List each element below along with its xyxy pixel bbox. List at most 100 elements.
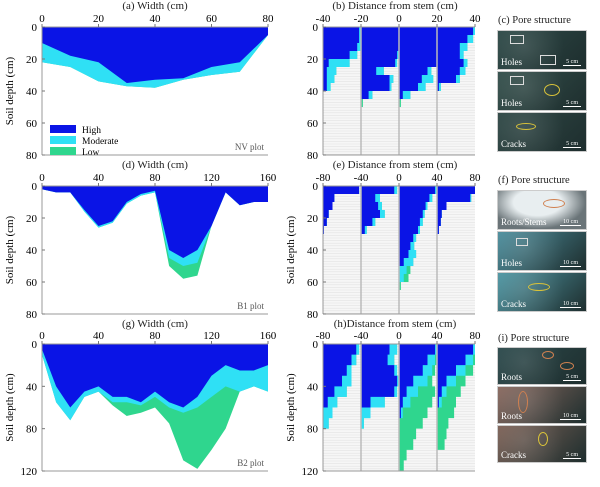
x-tick-label-d: 0 [39,172,45,184]
x-tick-label-h: 0 [396,330,402,342]
scale-bar: 10 cm [560,260,581,267]
pore-photo-f-1: Roots/Stems 10 cm [497,190,587,230]
profile-high-segment-2-b [361,27,399,107]
photo-label: Cracks [501,139,526,149]
x-tick-label-h: -80 [316,330,331,342]
panel-b-title: (b) Distance from stem (cm) [332,0,458,12]
highlight-ellipse [544,84,560,96]
photo-label: Roots/Stems [501,217,547,227]
photo-label: Roots [501,411,523,421]
x-tick-label-g: 40 [93,330,105,342]
x-tick-label-a: 20 [93,13,105,25]
scale-bar: 5 cm [563,374,581,381]
highlight-ellipse [516,123,536,130]
x-tick-label-e: -80 [316,172,331,184]
highlight-ellipse [518,391,528,413]
x-tick-label-a: 80 [263,13,275,25]
y-tick-label-e: 80 [307,309,319,321]
x-tick-label-d: 40 [93,172,105,184]
pore-photo-f-3: Cracks 10 cm [497,272,587,312]
photo-label: Holes [501,57,522,67]
y-tick-label-b: 40 [307,86,319,98]
y-tick-label-a: 40 [26,86,38,98]
y-tick-label-a: 80 [26,150,38,162]
profile-high-segment-3-b [399,27,437,107]
x-tick-label-h: -40 [354,330,369,342]
profile-high-segment-1-b [323,27,360,107]
legend-swatch-moderate [50,136,76,144]
profile-high-segment-1-e [323,186,360,290]
x-tick-label-b: -20 [354,13,369,25]
panel-d-title: (d) Width (cm) [122,159,188,171]
panel-e-title: (e) Distance from stem (cm) [332,159,458,171]
plot-annotation-g: B2 plot [237,458,264,468]
pore-photo-i-1: Roots 5 cm [497,347,587,385]
y-tick-label-b: 80 [307,150,319,162]
x-tick-label-a: 0 [39,13,45,25]
pore-photo-i-2: Roots 10 cm [497,386,587,424]
y-tick-label-h: 40 [307,381,319,393]
plot-annotation-a: NV plot [235,142,265,152]
profile-high-segment-4-b [437,27,474,107]
x-tick-label-b: -40 [316,13,331,25]
scale-bar: 10 cm [560,219,581,226]
x-tick-label-g: 80 [150,330,162,342]
pore-photo-c-2: Holes 5 cm [497,71,587,111]
panel-g-title: (g) Width (cm) [122,318,188,330]
heatmap-region-high-g [42,344,268,408]
y-tick-label-d: 40 [26,245,38,257]
x-tick-label-g: 0 [39,330,45,342]
plot-annotation-d: B1 plot [237,301,264,311]
y-tick-label-d: 80 [26,309,38,321]
x-tick-label-d: 160 [260,172,277,184]
y-tick-label-e: 0 [313,181,319,193]
y-tick-label-b: 0 [313,22,319,34]
scale-bar: 5 cm [563,452,581,459]
y-axis-label-e: Soil depth (cm) [285,215,297,284]
y-tick-label-e: 20 [307,213,319,225]
y-tick-label-g: 40 [26,381,38,393]
y-tick-label-h: 120 [302,466,319,478]
y-tick-label-g: 80 [26,424,38,436]
heatmap-region-high-a [42,27,268,83]
scale-bar: 5 cm [563,141,581,148]
x-tick-label-g: 120 [203,330,220,342]
profile-high-segment-3-h [399,344,436,471]
y-tick-label-d: 0 [32,181,38,193]
x-tick-label-b: 40 [470,13,482,25]
photo-label: Holes [501,98,522,108]
highlight-box [510,76,524,85]
panel-a-title: (a) Width (cm) [122,0,188,12]
y-tick-label-e: 60 [307,277,319,289]
x-tick-label-b: 20 [432,13,444,25]
y-tick-label-a: 0 [32,22,38,34]
y-axis-label-a: Soil depth (cm) [4,56,16,125]
x-tick-label-d: 120 [203,172,220,184]
photo-label: Cracks [501,299,526,309]
profile-high-segment-3-e [399,186,436,290]
y-axis-label-g: Soil depth (cm) [4,373,16,442]
x-tick-label-e: -40 [354,172,369,184]
legend-label-high: High [82,126,101,136]
y-tick-label-g: 0 [32,339,38,351]
panel-h-title: (h)Distance from stem (cm) [333,318,457,330]
legend-swatch-high [50,125,76,133]
x-tick-label-a: 60 [206,13,218,25]
profile-high-segment-4-h [437,344,474,471]
y-tick-label-d: 60 [26,277,38,289]
x-tick-label-h: 40 [432,330,444,342]
y-tick-label-h: 80 [307,424,319,436]
pore-photo-c-1: Holes 5 cm [497,30,587,70]
x-tick-label-b: 0 [396,13,402,25]
highlight-ellipse [538,432,548,446]
x-tick-label-e: 0 [396,172,402,184]
highlight-ellipse [528,283,550,291]
pore-photo-c-3: Cracks 5 cm [497,112,587,152]
scale-bar: 10 cm [560,413,581,420]
y-tick-label-h: 0 [313,339,319,351]
x-tick-label-e: 40 [432,172,444,184]
photo-label: Holes [501,258,522,268]
pore-photo-f-2: Holes 10 cm [497,231,587,271]
legend-label-moderate: Moderate [82,137,118,147]
